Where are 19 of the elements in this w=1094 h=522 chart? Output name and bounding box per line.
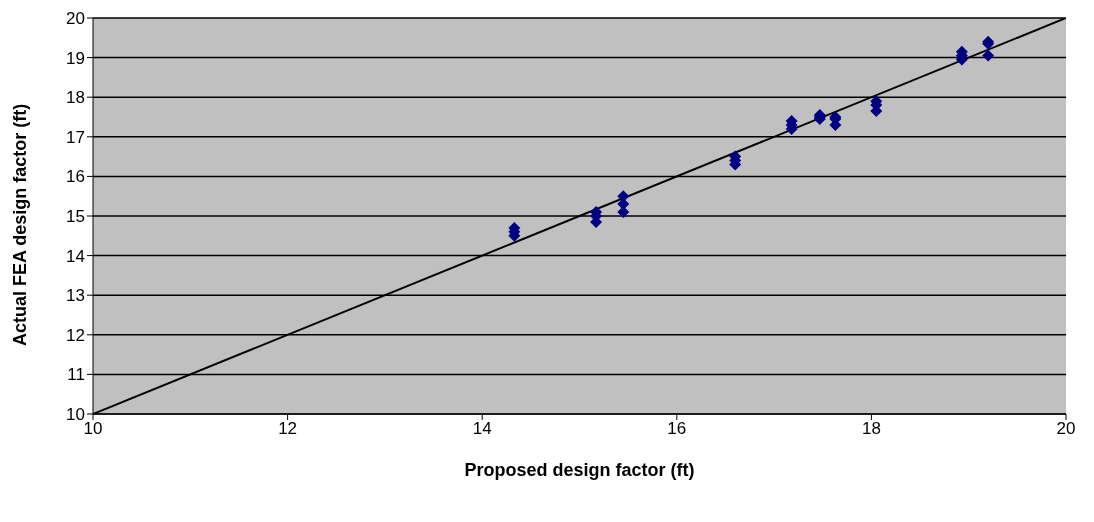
y-tick-label: 18 xyxy=(66,88,85,108)
x-axis-title: Proposed design factor (ft) xyxy=(464,460,695,480)
x-tick-label: 14 xyxy=(472,419,492,439)
y-tick-label: 16 xyxy=(66,167,85,187)
y-tick-label: 13 xyxy=(66,286,85,306)
x-tick-label: 16 xyxy=(667,419,687,439)
y-axis-title: Actual FEA design factor (ft) xyxy=(10,103,31,346)
x-tick-label: 12 xyxy=(278,419,298,439)
y-tick-label: 10 xyxy=(66,405,85,425)
y-tick-label: 11 xyxy=(67,365,85,385)
y-tick-label: 14 xyxy=(66,246,85,266)
y-tick-label: 15 xyxy=(66,207,85,227)
x-tick-label: 10 xyxy=(83,419,103,439)
y-tick-label: 19 xyxy=(66,48,85,68)
y-tick-label: 17 xyxy=(66,127,85,147)
y-tick-label: 20 xyxy=(66,9,85,29)
y-tick-label: 12 xyxy=(66,325,85,345)
x-tick-label: 18 xyxy=(861,419,881,439)
x-tick-label: 20 xyxy=(1056,419,1076,439)
